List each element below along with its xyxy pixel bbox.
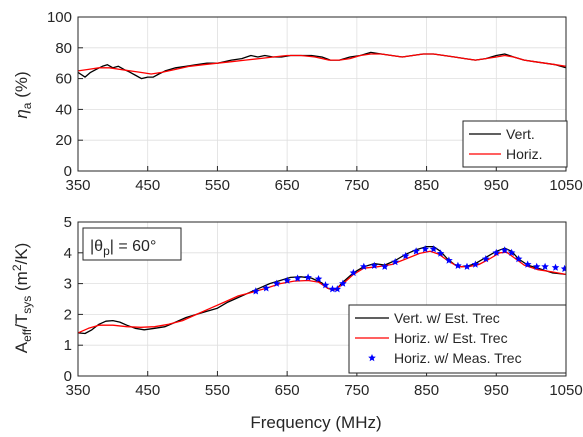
efficiency-y-tick-label: 20 [55,132,72,149]
theta-annotation: |θp| = 60° [90,238,156,258]
aeff-tsys-series-3-point [314,275,323,283]
aeff-tsys-y-tick-label: 4 [64,245,72,262]
aeff-tsys-series-3-point [391,258,399,266]
aeff-tsys-series-3-point [492,248,501,256]
aeff-tsys-x-tick-label: 850 [414,382,439,399]
aeff-tsys-legend-swatch [368,354,376,362]
aeff-tsys-legend-box [348,304,567,374]
efficiency-x-tick-label: 750 [344,177,369,194]
aeff-tsys-x-tick-label: 1050 [549,382,582,399]
aeff-tsys-chart: 350 450 550 650 750 850 950 1050 0 1 2 3 4 5 Aeff/Tsy… [10,214,583,432]
aeff-tsys-series-3-point [339,279,347,287]
aeff-tsys-x-tick-label: 950 [484,382,509,399]
aeff-tsys-x-tick-label: 750 [344,382,369,399]
efficiency-x-tick-label: 550 [205,177,230,194]
aeff-tsys-series-3-point [454,261,462,269]
aeff-tsys-legend: Vert. w/ Est. Trec Horiz. w/ Est. Trec Hor… [348,304,567,374]
efficiency-legend-label: Horiz. [506,146,543,162]
efficiency-legend-label: Vert. [506,126,535,142]
aeff-tsys-series-3-point [523,260,532,268]
aeff-tsys-series-3-point [321,281,330,289]
aeff-tsys-series-3-point [445,256,453,264]
aeff-tsys-legend-label: Horiz. w/ Est. Trec [394,330,508,346]
aeff-tsys-legend-label: Horiz. w/ Meas. Trec [394,350,522,366]
aeff-tsys-x-tick-label: 450 [135,382,160,399]
aeff-tsys-series-3-point [482,255,490,263]
efficiency-y-tick-label: 100 [47,9,72,26]
efficiency-legend-box [462,120,568,168]
aeff-tsys-legend-label: Vert. w/ Est. Trec [394,310,500,326]
aeff-tsys-series-3-point [272,279,281,287]
aeff-tsys-y-tick-label: 2 [64,306,72,323]
aeff-tsys-x-tick-label: 650 [275,382,300,399]
aeff-tsys-series-3-point [370,261,379,269]
aeff-tsys-series-3-point [360,262,368,270]
efficiency-x-tick-label: 1050 [549,177,582,194]
efficiency-y-tick-label: 80 [55,40,72,57]
aeff-tsys-series-3-point [429,245,438,253]
aeff-tsys-series-3-point [560,264,566,273]
aeff-tsys-series-3-point [436,249,445,257]
aeff-tsys-series-3-point [532,262,541,270]
aeff-tsys-series-3-point [507,248,516,256]
aeff-tsys-series-3-point [401,251,410,260]
aeff-tsys-series-3-point [463,262,471,270]
efficiency-ticks: 350 450 550 650 750 850 950 1050 0 20 40 60 80 100 [47,9,583,194]
aeff-tsys-series-3-point [500,246,509,254]
aeff-tsys-series-3-point [262,284,270,292]
aeff-tsys-series-3-point [541,262,549,270]
aeff-tsys-series-3-point [514,255,523,263]
efficiency-series-2-line [78,53,566,75]
aeff-tsys-y-tick-label: 5 [64,214,72,231]
aeff-tsys-x-tick-label: 350 [65,382,90,399]
efficiency-x-tick-label: 950 [484,177,509,194]
theta-annotation-box: |θp| = 60° [82,227,182,261]
aeff-tsys-axes-frame [77,221,567,377]
efficiency-y-tick-label: 60 [55,71,72,88]
aeff-tsys-x-tick-label: 550 [205,382,230,399]
aeff-tsys-series-3-point [252,287,260,295]
aeff-tsys-x-axis-label: Frequency (MHz) [250,413,381,432]
aeff-tsys-series-3-point [293,274,302,282]
aeff-tsys-series-3-point [380,262,389,270]
efficiency-y-tick-label: 40 [55,101,72,118]
aeff-tsys-series-3-markers [252,245,566,295]
aeff-tsys-series-3-point [412,247,420,255]
aeff-tsys-series-3-point [304,273,312,281]
efficiency-x-tick-label: 450 [135,177,160,194]
efficiency-legend: Vert. Horiz. [462,120,568,168]
aeff-tsys-series [78,245,566,335]
efficiency-y-tick-label: 0 [64,163,72,180]
efficiency-chart: 350 450 550 650 750 850 950 1050 0 20 40 60 80 100 ηa… [12,9,583,194]
aeff-tsys-y-tick-label: 1 [64,337,72,354]
aeff-tsys-series-3-point [349,268,358,277]
aeff-tsys-series-3-point [471,260,480,268]
efficiency-y-axis-label: ηa (%) [12,71,34,118]
efficiency-series [78,51,566,80]
efficiency-x-tick-label: 350 [65,177,90,194]
aeff-tsys-series-3-point [421,245,429,253]
aeff-tsys-series-3-point [333,285,342,293]
aeff-tsys-y-tick-label: 0 [64,368,72,385]
aeff-tsys-series-3-point [283,276,291,284]
efficiency-x-tick-label: 850 [414,177,439,194]
aeff-tsys-y-axis-label: Aeff/Tsys (m2/K) [10,243,34,354]
efficiency-x-tick-label: 650 [275,177,300,194]
efficiency-axes-frame [77,16,567,172]
aeff-tsys-series-3-point [328,285,337,293]
aeff-tsys-series-3-point [551,263,560,271]
aeff-tsys-y-tick-label: 3 [64,276,72,293]
